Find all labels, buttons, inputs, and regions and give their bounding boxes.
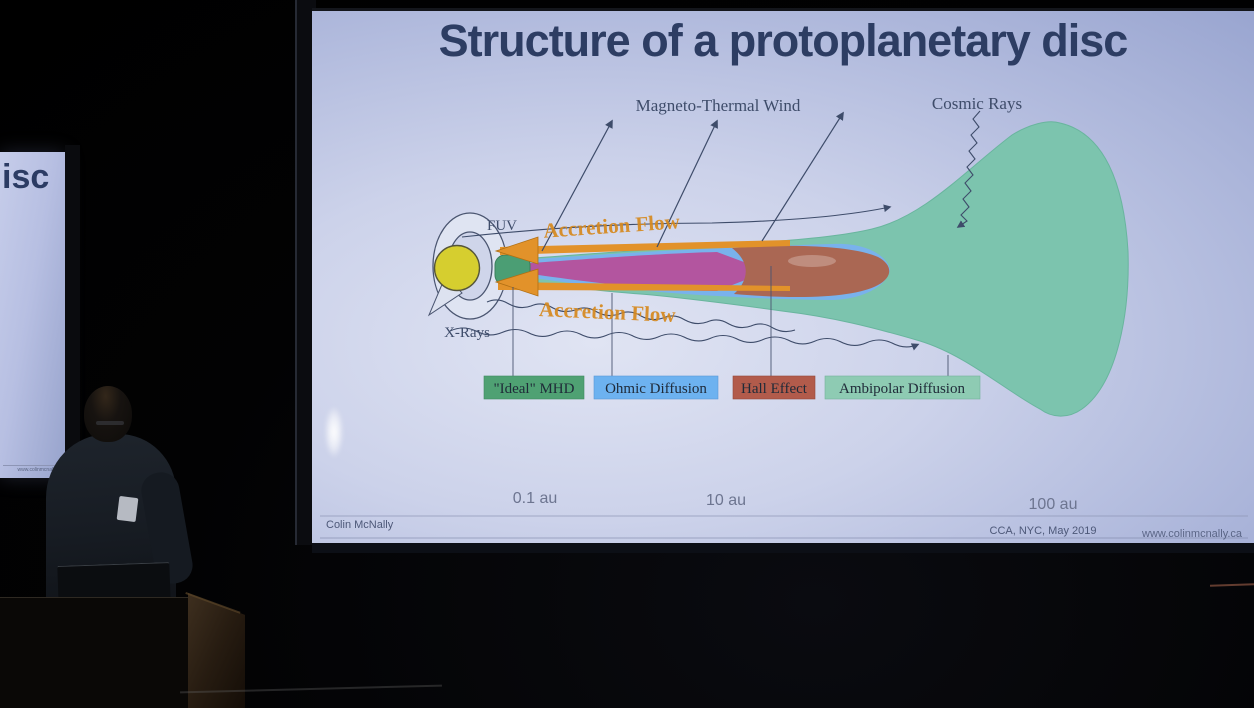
legend-box-hall [732, 375, 816, 400]
wind-streamline [461, 204, 892, 238]
main-screen-bezel [295, 0, 316, 545]
projection-screen: Structure of a protoplanetary disc [312, 8, 1254, 546]
screen-bottom-shadow [312, 543, 1254, 553]
legend-label-ohmic: Ohmic Diffusion [605, 381, 707, 397]
presenter-head [84, 386, 132, 442]
wind-arrow-1 [541, 119, 613, 252]
hall-region-highlight [788, 255, 836, 267]
inner-wedge [518, 252, 768, 291]
presenter-name-badge [116, 495, 139, 523]
footer-venue-date: CCA, NYC, May 2019 [990, 525, 1097, 537]
wind-label: Magneto-Thermal Wind [636, 96, 801, 115]
left-monitor-footer-url: www.colinmcnally.ca [3, 465, 63, 473]
cosmic-rays-label: Cosmic Rays [932, 94, 1022, 113]
scale-mark-10au: 10 au [706, 492, 746, 509]
left-monitor: isc www.colinmcnally.ca [0, 152, 65, 478]
star [433, 244, 481, 292]
xray-wavy-line-upper [486, 299, 796, 333]
accretion-arrow-bottom [494, 268, 539, 297]
wind-arrow-3 [761, 111, 844, 242]
podium-front [0, 597, 188, 708]
presenter-glasses [96, 421, 124, 425]
accretion-arrow-top [494, 236, 539, 265]
left-monitor-bezel [65, 145, 80, 485]
cosmic-ray-squiggle [956, 110, 981, 228]
scale-mark-01au: 0.1 au [513, 490, 557, 507]
footer-url: www.colinmcnally.ca [1141, 528, 1243, 540]
legend-label-hall: Hall Effect [741, 381, 808, 397]
xrays-label: X-Rays [444, 325, 490, 341]
accretion-bar-bottom [498, 282, 790, 291]
accretion-flow-label-top: Accretion Flow [543, 209, 682, 243]
footer-author: Colin McNally [326, 519, 394, 531]
legend-box-ideal-mhd [483, 375, 585, 400]
projector-glare [325, 407, 343, 457]
accretion-bar-top [500, 240, 790, 255]
legend-label-ideal-mhd: "Ideal" MHD [494, 381, 575, 397]
scale-mark-100au: 100 au [1029, 496, 1078, 513]
fuv-label: FUV [487, 218, 517, 234]
legend-box-ohmic [593, 375, 719, 400]
legend-label-ambipolar: Ambipolar Diffusion [839, 381, 965, 397]
protoplanetary-disc-diagram: "Ideal" MHD Ohmic Diffusion Hall Effect … [320, 94, 1248, 540]
xray-wavy-line-lower [449, 327, 920, 351]
slide-title: Structure of a protoplanetary disc [438, 15, 1129, 66]
wind-arrow-2 [656, 119, 718, 248]
accretion-flow-label-bottom: Accretion Flow [539, 297, 677, 327]
legend-box-ambipolar [824, 375, 981, 400]
left-monitor-partial-title: isc [2, 158, 50, 196]
